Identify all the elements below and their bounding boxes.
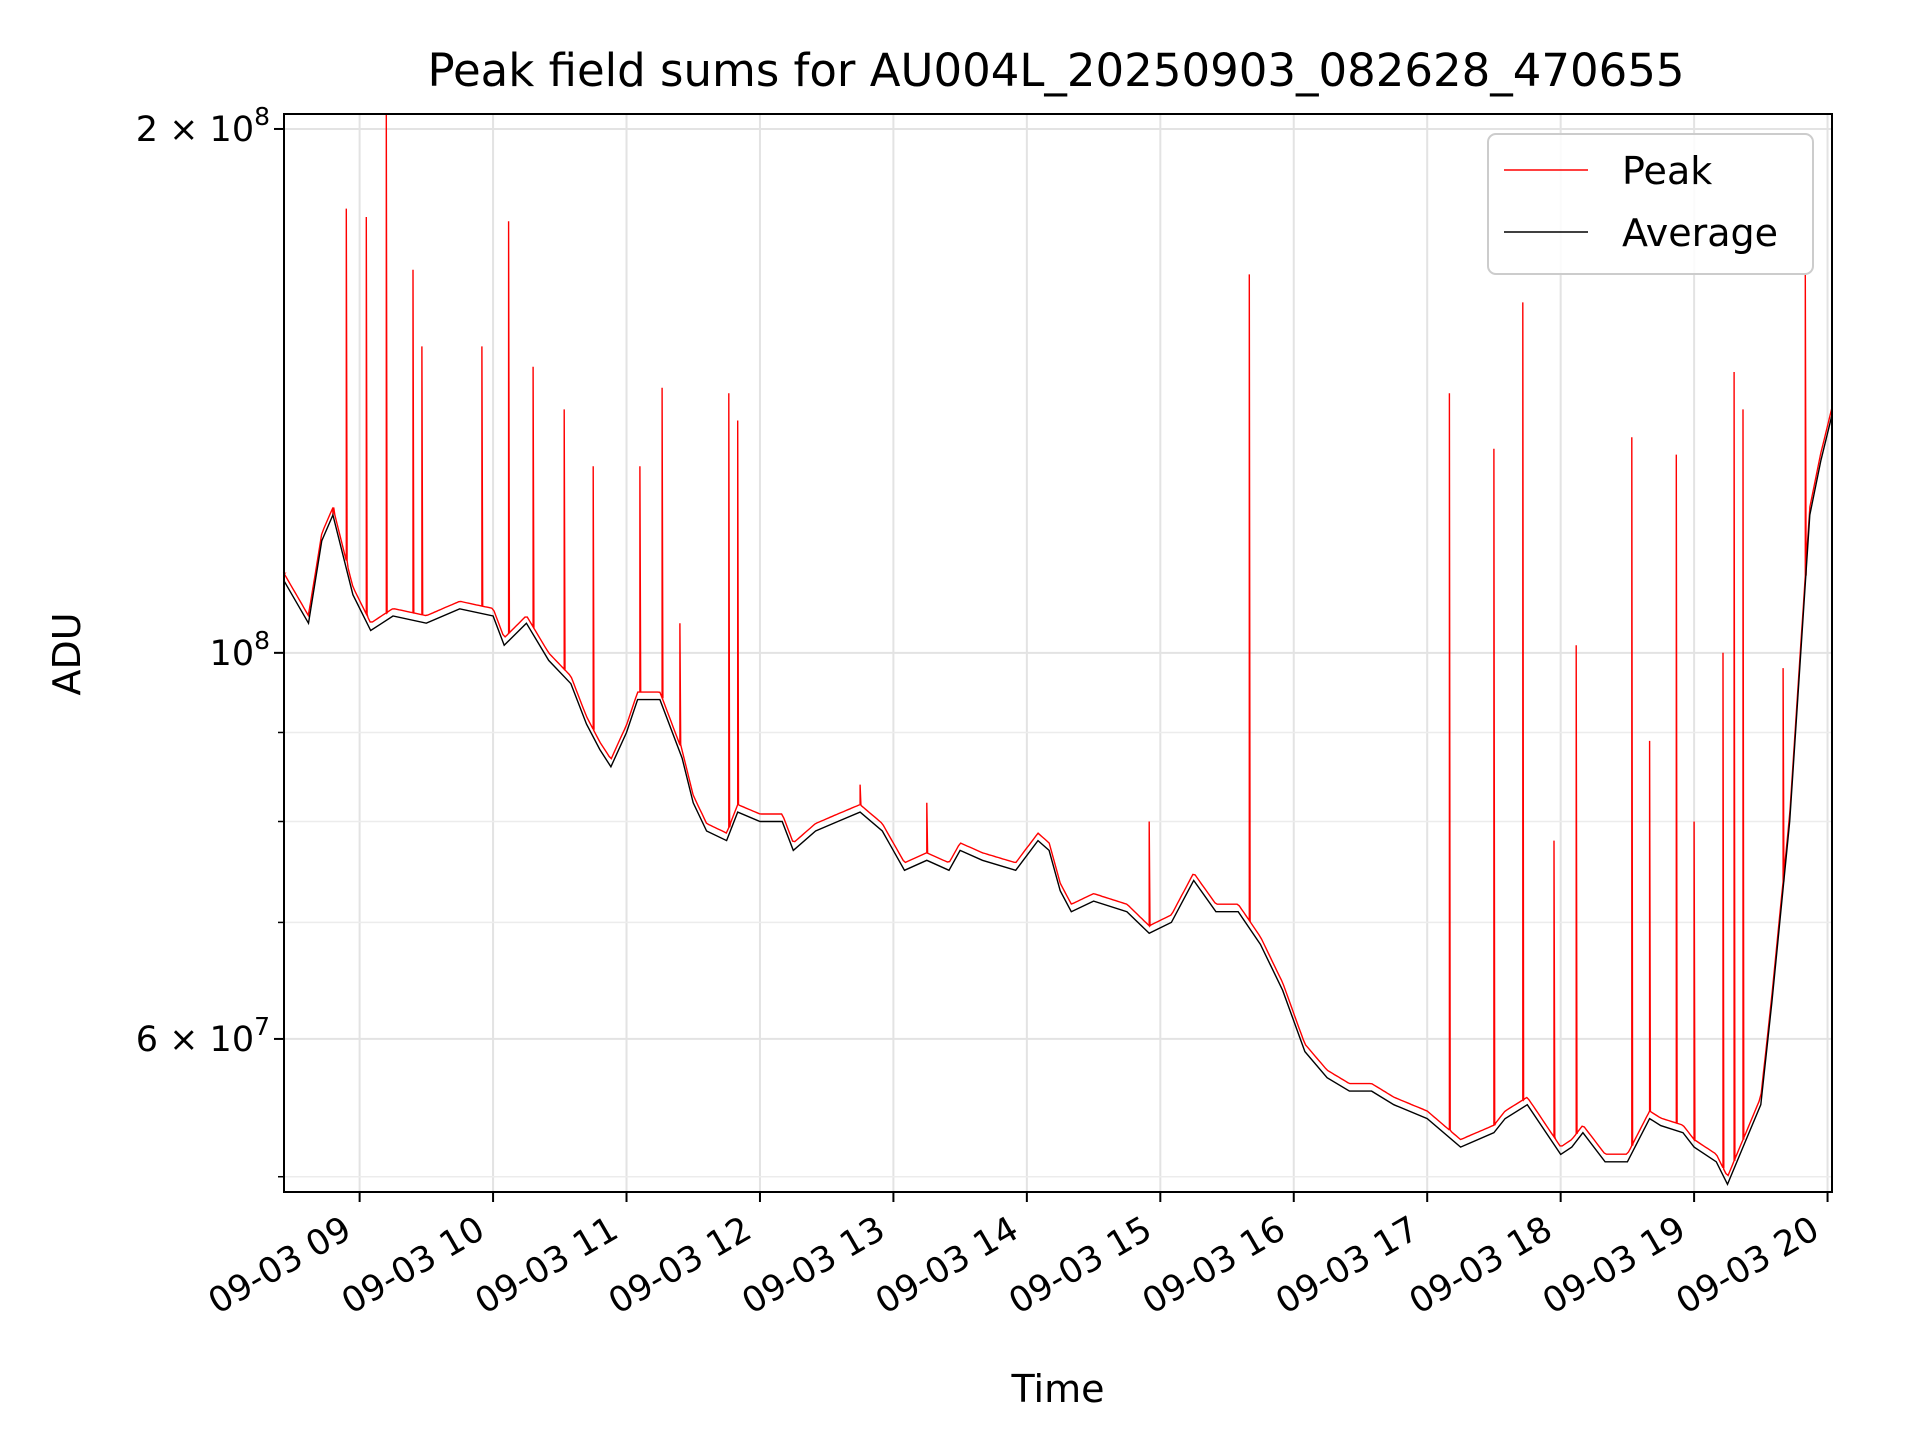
y-tick-label: 2 × 108 bbox=[136, 102, 270, 150]
peak-series bbox=[282, 113, 1833, 1177]
legend-frame bbox=[1487, 133, 1814, 275]
legend-peak-label: Peak bbox=[1622, 149, 1712, 193]
average-series bbox=[283, 414, 1833, 1186]
y-tick-label: 6 × 107 bbox=[136, 1012, 270, 1060]
peak-line bbox=[282, 113, 1833, 1177]
y-axis-label: ADU bbox=[45, 612, 89, 695]
x-axis-label: Time bbox=[1011, 1367, 1105, 1411]
average-line bbox=[283, 414, 1833, 1186]
chart-title: Peak field sums for AU004L_20250903_0826… bbox=[427, 44, 1684, 97]
legend-average-label: Average bbox=[1622, 211, 1778, 255]
legend: Peak Average bbox=[1487, 133, 1814, 275]
